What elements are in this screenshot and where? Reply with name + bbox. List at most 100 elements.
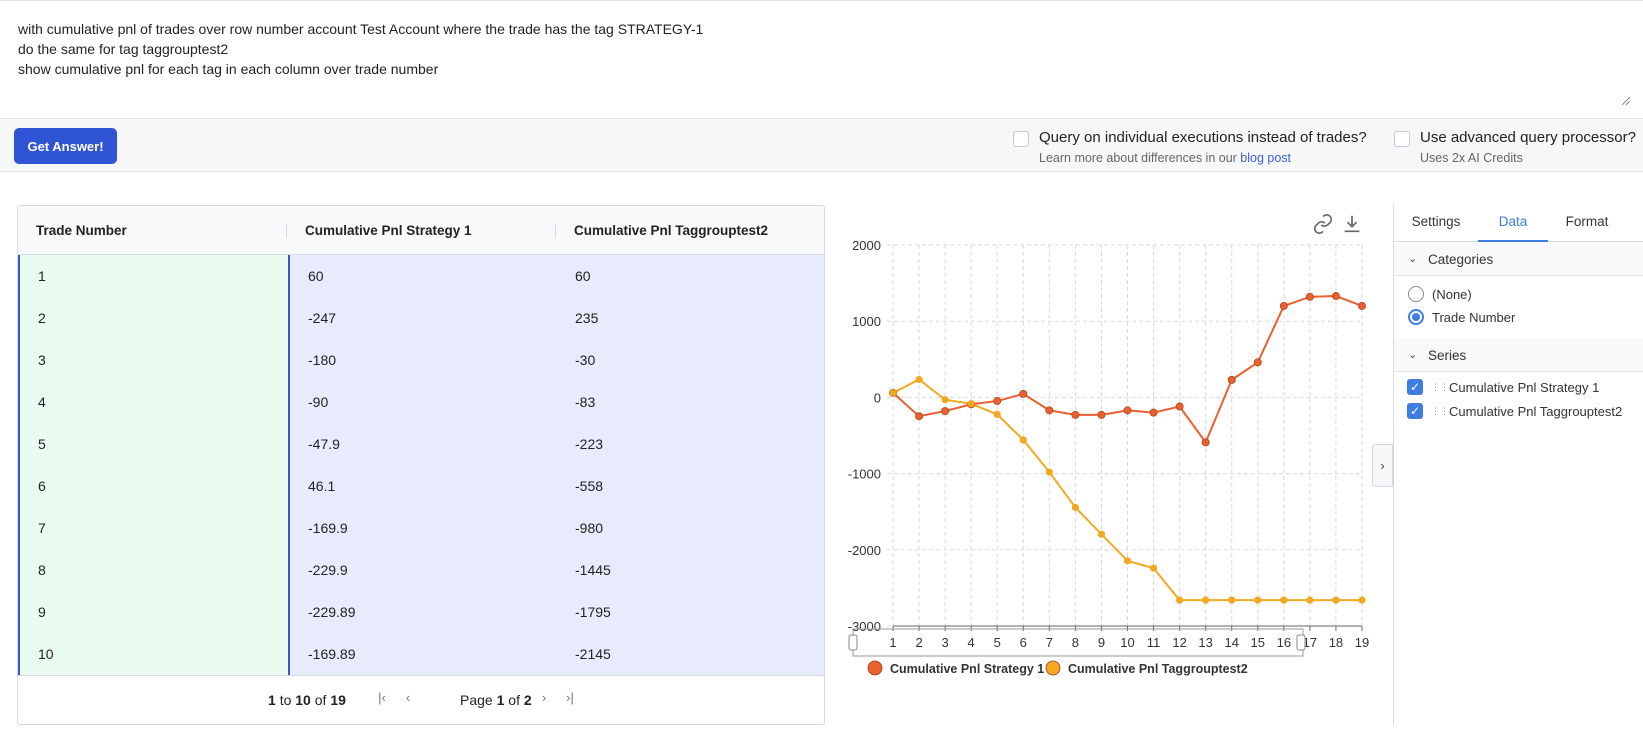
page-indicator: Page 1 of 2 — [460, 692, 532, 708]
series-checkbox-taggrouptest2[interactable]: ✓ — [1407, 403, 1423, 419]
x-tick-label: 11 — [1147, 635, 1161, 650]
table-row[interactable]: 10 -169.89 -2145 — [20, 633, 824, 675]
chevron-down-icon: ⌄ — [1408, 349, 1418, 361]
table-cell[interactable]: -180 — [288, 339, 557, 381]
table-row[interactable]: 1 60 60 — [20, 255, 824, 297]
data-point — [915, 412, 924, 421]
column-separator[interactable] — [286, 223, 287, 238]
categories-section[interactable]: ⌄ Categories — [1394, 243, 1643, 276]
column-separator[interactable] — [555, 223, 556, 238]
table-cell[interactable]: -1795 — [557, 591, 824, 633]
table-row[interactable]: 4 -90 -83 — [20, 381, 824, 423]
data-point — [1019, 436, 1027, 444]
legend-swatch — [867, 660, 883, 676]
series-section[interactable]: ⌄ Series — [1394, 339, 1643, 372]
tab-data[interactable]: Data — [1478, 205, 1548, 242]
table-cell[interactable]: -169.89 — [288, 633, 557, 675]
advanced-sub: Uses 2x AI Credits — [1420, 151, 1523, 165]
column-separator[interactable] — [824, 223, 825, 238]
x-tick-label: 19 — [1355, 635, 1369, 650]
table-row[interactable]: 8 -229.9 -1445 — [20, 549, 824, 591]
table-cell[interactable]: -47.9 — [288, 423, 557, 465]
grid-header: Trade Number Cumulative Pnl Strategy 1 C… — [18, 206, 824, 255]
data-point — [1332, 596, 1340, 604]
data-point — [1201, 438, 1210, 447]
data-point — [1071, 410, 1080, 419]
table-cell[interactable]: 7 — [20, 507, 288, 549]
table-cell[interactable]: -30 — [557, 339, 824, 381]
table-cell[interactable]: -1445 — [557, 549, 824, 591]
table-cell[interactable]: 46.1 — [288, 465, 557, 507]
table-cell[interactable]: 10 — [20, 633, 288, 675]
table-cell[interactable]: 9 — [20, 591, 288, 633]
column-header-pnl-strategy1[interactable]: Cumulative Pnl Strategy 1 — [305, 223, 472, 238]
table-row[interactable]: 7 -169.9 -980 — [20, 507, 824, 549]
table-row[interactable]: 3 -180 -30 — [20, 339, 824, 381]
table-cell[interactable]: -83 — [557, 381, 824, 423]
table-cell[interactable]: -90 — [288, 381, 557, 423]
table-cell[interactable]: 60 — [288, 255, 557, 297]
table-cell[interactable]: -223 — [557, 423, 824, 465]
table-cell[interactable]: -2145 — [557, 633, 824, 675]
y-tick-label: 2000 — [852, 238, 881, 253]
blog-post-link[interactable]: blog post — [1240, 151, 1292, 165]
resize-handle-icon[interactable] — [1621, 96, 1631, 106]
pagination-bar: 1 to 10 of 19 |‹ ‹ Page 1 of 2 › ›| — [18, 675, 824, 724]
column-header-pnl-taggrouptest2[interactable]: Cumulative Pnl Taggrouptest2 — [574, 223, 769, 238]
drag-handle-icon[interactable]: ⋮⋮ — [1431, 406, 1449, 416]
table-cell[interactable]: -229.9 — [288, 549, 557, 591]
download-icon[interactable] — [1341, 213, 1363, 235]
table-cell[interactable]: -558 — [557, 465, 824, 507]
table-cell[interactable]: 2 — [20, 297, 288, 339]
data-point — [1227, 375, 1236, 384]
category-none-radio[interactable] — [1408, 286, 1424, 302]
x-tick-label: 12 — [1172, 635, 1186, 650]
data-point — [1045, 406, 1054, 415]
first-page-icon[interactable]: |‹ — [378, 690, 386, 705]
last-page-icon[interactable]: ›| — [566, 690, 574, 705]
data-point — [993, 410, 1001, 418]
table-row[interactable]: 6 46.1 -558 — [20, 465, 824, 507]
data-point — [1019, 389, 1028, 398]
column-header-trade-number[interactable]: Trade Number — [36, 223, 127, 238]
table-cell[interactable]: 8 — [20, 549, 288, 591]
data-point — [1175, 402, 1184, 411]
table-cell[interactable]: 3 — [20, 339, 288, 381]
table-cell[interactable]: 6 — [20, 465, 288, 507]
table-cell[interactable]: -229.89 — [288, 591, 557, 633]
data-point — [1358, 301, 1367, 310]
tab-format[interactable]: Format — [1565, 214, 1609, 229]
table-cell[interactable]: -980 — [557, 507, 824, 549]
tab-settings[interactable]: Settings — [1411, 214, 1461, 229]
legend-label: Cumulative Pnl Taggrouptest2 — [1068, 662, 1248, 676]
table-cell[interactable]: -169.9 — [288, 507, 557, 549]
table-cell[interactable]: 1 — [20, 255, 288, 297]
series-checkbox-strategy1[interactable]: ✓ — [1407, 379, 1423, 395]
query-textarea[interactable]: with cumulative pnl of trades over row n… — [0, 0, 1643, 119]
table-cell[interactable]: -247 — [288, 297, 557, 339]
link-icon[interactable] — [1312, 213, 1334, 235]
x-tick-label: 15 — [1251, 635, 1265, 650]
data-point — [1149, 408, 1158, 417]
executions-checkbox[interactable] — [1013, 131, 1029, 147]
data-point — [915, 375, 923, 384]
table-row[interactable]: 5 -47.9 -223 — [20, 423, 824, 465]
data-point — [1228, 596, 1236, 604]
table-cell[interactable]: 5 — [20, 423, 288, 465]
table-cell[interactable]: 4 — [20, 381, 288, 423]
data-point — [1306, 596, 1314, 604]
get-answer-button[interactable]: Get Answer! — [14, 128, 117, 164]
category-trade-number-radio[interactable] — [1408, 309, 1424, 325]
data-grid: Trade Number Cumulative Pnl Strategy 1 C… — [17, 205, 825, 725]
next-page-icon[interactable]: › — [541, 690, 547, 705]
table-cell[interactable]: 60 — [557, 255, 824, 297]
table-cell[interactable]: 235 — [557, 297, 824, 339]
chevron-right-icon[interactable]: › — [1372, 444, 1393, 487]
prev-page-icon[interactable]: ‹ — [405, 690, 411, 705]
data-point — [1176, 596, 1184, 604]
table-row[interactable]: 9 -229.89 -1795 — [20, 591, 824, 633]
table-row[interactable]: 2 -247 235 — [20, 297, 824, 339]
drag-handle-icon[interactable]: ⋮⋮ — [1431, 382, 1449, 392]
advanced-checkbox[interactable] — [1394, 131, 1410, 147]
